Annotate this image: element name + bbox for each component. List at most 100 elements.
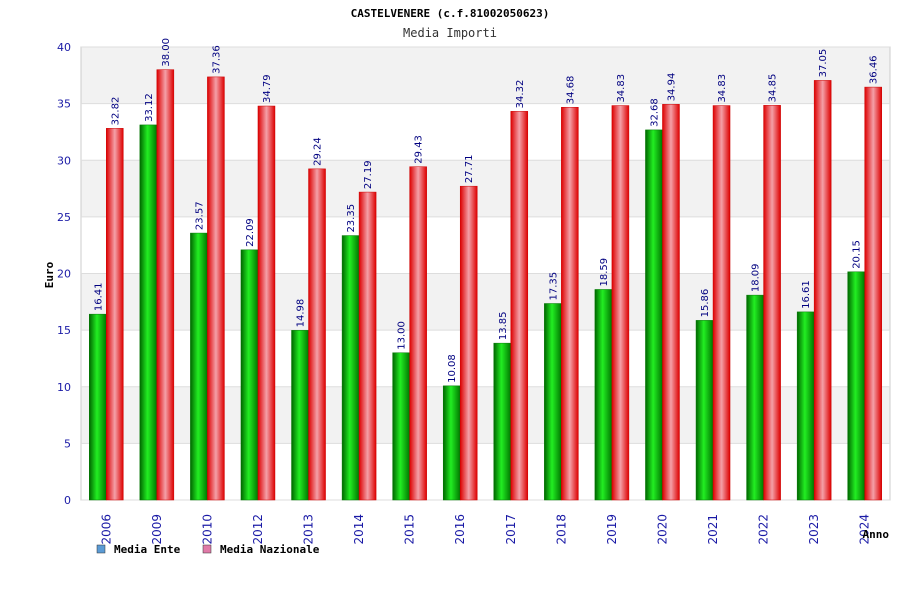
legend-swatch-media-ente [96, 544, 106, 554]
legend-label: Media Nazionale [220, 543, 320, 556]
data-label: 23.35 [346, 204, 357, 233]
bar-media-ente [645, 129, 663, 501]
data-label: 32.68 [649, 98, 660, 127]
x-tick-label: 2022 [757, 514, 771, 545]
y-tick-label: 0 [64, 494, 71, 507]
bar-media-ente [594, 289, 613, 501]
bar-media-nazionale [409, 166, 427, 501]
data-label: 23.57 [194, 201, 205, 230]
data-label: 18.59 [599, 258, 610, 287]
x-tick-label: 2015 [403, 514, 417, 545]
bar-media-ente [139, 124, 158, 501]
data-label: 34.83 [717, 74, 728, 103]
x-axis-title: Anno [863, 528, 890, 541]
data-label: 34.79 [262, 74, 273, 103]
data-label: 37.36 [211, 45, 222, 74]
x-tick-label: 2017 [504, 514, 518, 545]
data-label: 33.12 [144, 93, 155, 122]
x-tick-label: 2023 [807, 514, 821, 545]
bar-media-nazionale [662, 104, 680, 501]
x-tick-label: 2021 [706, 514, 720, 545]
bar-media-ente [392, 352, 410, 501]
bar-media-ente [190, 232, 208, 501]
bar-media-nazionale [510, 111, 529, 501]
data-label: 34.32 [515, 80, 526, 109]
data-label: 34.83 [616, 74, 627, 103]
chart-subtitle: Media Importi [403, 26, 497, 40]
x-tick-label: 2019 [605, 514, 619, 545]
y-tick-label: 20 [57, 268, 71, 281]
data-label: 18.09 [751, 263, 762, 292]
bar-media-ente [291, 330, 309, 501]
bar-media-nazionale [712, 105, 731, 501]
x-tick-label: 2020 [655, 514, 669, 545]
data-label: 16.61 [801, 280, 812, 309]
bar-media-nazionale [813, 80, 832, 501]
bar-media-ente [493, 342, 512, 501]
data-label: 38.00 [161, 38, 172, 67]
bar-media-nazionale [561, 106, 579, 501]
legend-swatch-media-nazionale [202, 544, 212, 554]
data-label: 15.86 [700, 289, 711, 318]
bar-media-nazionale [207, 76, 225, 501]
bar-media-ente [240, 249, 259, 501]
x-tick-label: 2016 [453, 514, 467, 545]
data-label: 29.24 [313, 137, 324, 166]
x-tick-label: 2014 [352, 514, 366, 545]
bar-media-nazionale [611, 105, 630, 501]
bar-media-nazionale [864, 86, 882, 501]
data-label: 27.19 [363, 160, 374, 189]
bar-media-ente [544, 303, 562, 501]
y-tick-label: 35 [57, 98, 71, 111]
x-tick-label: 2010 [200, 514, 214, 545]
data-label: 37.05 [818, 49, 829, 78]
x-axis-ticks: 2006 2009 2010 2012 2013 2014 2015 2016 2017 2018… [99, 514, 871, 545]
y-tick-label: 10 [57, 381, 71, 394]
data-label: 27.71 [464, 155, 475, 184]
bar-media-nazionale [763, 105, 781, 501]
x-tick-label: 2012 [251, 514, 265, 545]
bar-media-nazionale [308, 168, 326, 501]
data-label: 17.35 [548, 272, 559, 301]
data-label: 34.85 [768, 74, 779, 103]
data-label: 14.98 [296, 299, 307, 328]
data-label: 16.41 [93, 283, 104, 312]
x-tick-label: 2009 [150, 514, 164, 545]
y-tick-label: 15 [57, 324, 71, 337]
bar-media-nazionale [106, 128, 124, 501]
legend-label: Media Ente [114, 543, 181, 556]
x-tick-label: 2006 [99, 514, 113, 545]
legend: Media Ente Media Nazionale [96, 543, 320, 556]
x-tick-label: 2018 [554, 514, 568, 545]
data-label: 10.08 [447, 354, 458, 383]
x-tick-label: 2013 [302, 514, 316, 545]
y-tick-label: 25 [57, 211, 71, 224]
data-label: 20.15 [852, 240, 863, 269]
x-tick-label: 2024 [858, 514, 872, 545]
bar-media-ente [796, 311, 815, 501]
y-tick-label: 30 [57, 154, 71, 167]
bar-media-ente [89, 313, 107, 501]
data-label: 13.85 [498, 312, 509, 341]
bar-media-nazionale [257, 105, 276, 501]
bar-media-ente [847, 271, 865, 501]
y-axis-ticks: 0 5 10 15 20 25 30 35 40 [57, 41, 71, 507]
bar-media-ente [341, 235, 360, 501]
bar-media-nazionale [358, 191, 377, 501]
bars: 16.41 32.82 33.12 38.00 23.57 37.36 22.09 34.79… [89, 38, 882, 501]
data-label: 13.00 [397, 321, 408, 350]
data-label: 34.94 [666, 73, 677, 102]
y-axis-title: Euro [43, 261, 56, 288]
bar-media-nazionale [156, 69, 175, 501]
data-label: 36.46 [869, 55, 880, 84]
y-tick-label: 40 [57, 41, 71, 54]
bar-media-ente [746, 294, 764, 501]
bar-media-nazionale [459, 185, 478, 501]
data-label: 34.68 [565, 76, 576, 105]
y-tick-label: 5 [64, 437, 71, 450]
data-label: 29.43 [414, 135, 425, 164]
data-label: 32.82 [110, 97, 121, 126]
bar-media-ente [695, 320, 714, 501]
